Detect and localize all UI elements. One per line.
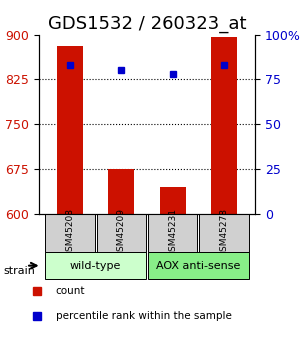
FancyBboxPatch shape: [148, 252, 249, 279]
Text: wild-type: wild-type: [70, 261, 121, 270]
Title: GDS1532 / 260323_at: GDS1532 / 260323_at: [48, 15, 246, 33]
Text: percentile rank within the sample: percentile rank within the sample: [56, 311, 232, 321]
Text: count: count: [56, 286, 85, 296]
Bar: [57, 47, 83, 214]
FancyBboxPatch shape: [45, 252, 146, 279]
Text: AOX anti-sense: AOX anti-sense: [156, 261, 241, 270]
Bar: [108, 169, 134, 214]
FancyBboxPatch shape: [97, 214, 146, 252]
Text: strain: strain: [3, 266, 35, 276]
Text: GSM45208: GSM45208: [65, 208, 74, 257]
Bar: [160, 187, 186, 214]
FancyBboxPatch shape: [148, 214, 197, 252]
FancyBboxPatch shape: [45, 214, 94, 252]
FancyBboxPatch shape: [200, 214, 249, 252]
Text: GSM45231: GSM45231: [168, 208, 177, 257]
Text: GSM45209: GSM45209: [117, 208, 126, 257]
Bar: [211, 38, 237, 214]
Text: GSM45278: GSM45278: [220, 208, 229, 257]
